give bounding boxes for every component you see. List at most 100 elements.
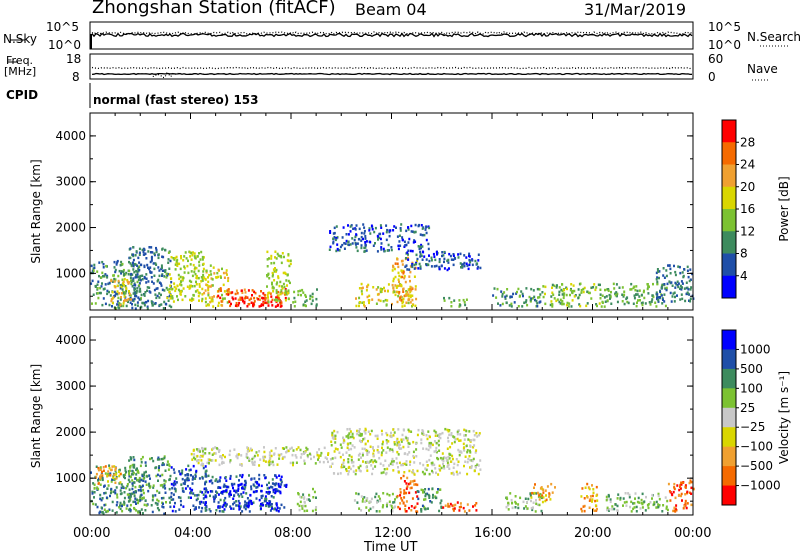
data-cell [223,499,226,502]
data-cell [400,283,403,287]
data-cell [238,301,241,305]
data-cell [463,301,466,304]
data-cell [126,484,129,488]
data-cell [441,254,443,258]
data-cell [180,283,183,287]
data-cell [164,269,167,272]
data-cell [347,473,350,476]
data-cell [574,294,577,297]
data-cell [347,470,350,473]
data-cell [268,457,271,460]
data-cell [458,506,461,509]
data-cell [193,255,196,258]
data-cell [157,479,159,482]
data-cell [277,276,280,280]
data-cell [290,446,293,450]
data-cell [127,273,130,276]
data-cell [306,498,309,501]
data-cell [251,502,254,505]
data-cell [217,289,220,293]
data-cell [412,470,415,473]
data-cell [421,233,424,237]
data-cell [400,497,403,500]
data-cell [634,497,636,500]
data-cell [144,291,147,294]
data-cell [443,250,446,254]
data-cell [175,260,178,263]
data-cell [425,434,428,437]
data-cell [125,507,128,510]
data-cell [551,291,554,294]
data-cell [143,503,146,507]
data-cell [182,490,185,493]
data-cell [422,432,425,436]
data-cell [673,486,676,489]
data-cell [526,303,529,307]
data-cell [687,292,690,296]
data-cell [589,495,592,498]
data-cell [460,266,462,269]
data-cell [272,273,274,276]
data-cell [630,288,633,291]
data-cell [467,267,470,271]
data-cell [246,504,249,508]
data-cell [268,451,271,454]
data-cell [151,251,154,254]
data-cell [304,304,307,307]
data-cell [681,286,683,289]
data-cell [190,258,193,261]
data-cell [131,263,134,266]
time-tick-3: 12:00 [374,526,412,541]
data-cell [124,469,127,472]
data-cell [277,482,280,486]
data-cell [608,293,611,297]
data-cell [275,502,278,505]
data-cell [615,294,618,298]
data-cell [542,295,545,299]
data-cell [330,440,333,443]
data-cell [447,502,449,506]
data-cell [96,270,99,273]
data-cell [141,455,144,459]
data-cell [232,486,234,490]
data-cell [594,499,597,503]
data-cell [116,261,119,264]
data-cell [207,491,209,494]
data-cell [448,267,450,270]
data-cell [388,449,391,452]
data-cell [667,482,670,486]
data-cell [162,485,165,489]
data-cell [181,477,184,481]
data-cell [431,496,434,499]
data-cell [200,500,203,504]
data-cell [222,510,225,513]
data-cell [354,242,357,245]
data-cell [202,262,205,266]
data-cell [569,288,572,292]
data-cell [552,293,555,296]
data-cell [109,494,111,498]
data-cell [391,463,394,466]
time-tick-6: 00:00 [674,526,712,541]
data-cell [361,452,364,455]
data-cell [214,446,217,449]
cpid-text: normal (fast stereo) 153 [93,93,259,107]
data-cell [432,471,434,474]
data-cell [283,455,286,459]
data-cell [452,471,455,475]
data-cell [469,444,472,447]
data-cell [614,503,617,506]
data-cell [676,283,679,287]
data-cell [558,300,561,304]
data-cell [265,499,268,502]
data-cell [252,304,254,307]
data-cell [134,276,137,279]
data-cell [665,286,668,290]
data-cell [233,501,236,504]
data-cell [131,306,134,310]
data-cell [404,280,407,284]
data-cell [140,263,143,267]
data-cell [404,491,406,495]
power-blob [165,250,205,303]
data-cell [173,285,176,289]
